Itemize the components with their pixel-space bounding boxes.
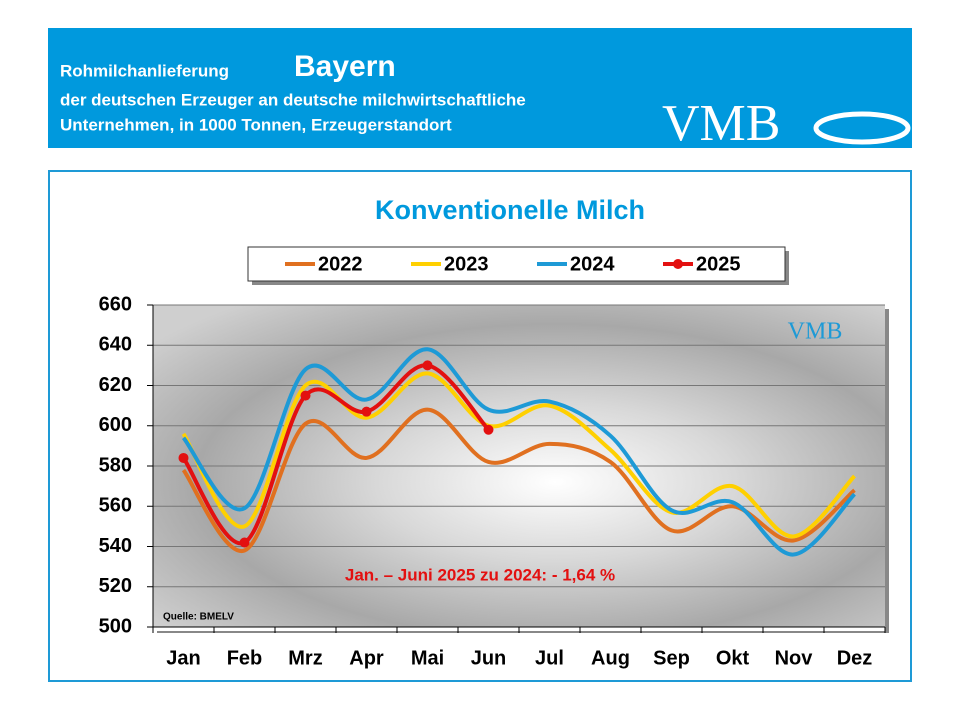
x-tick-label: Jan [166, 647, 200, 669]
watermark: VMB [788, 319, 843, 345]
annotation: Jan. – Juni 2025 zu 2024: - 1,64 % [345, 565, 615, 584]
series-marker [300, 390, 311, 401]
series-marker [483, 424, 494, 435]
y-tick-label: 620 [99, 374, 132, 396]
header-region: Bayern [294, 50, 396, 83]
y-tick-label: 560 [99, 495, 132, 517]
series-marker [361, 406, 372, 417]
x-tick-label: Jul [535, 647, 564, 669]
plot-shadow [885, 309, 889, 631]
header-label: Rohmilchanlieferung [60, 61, 229, 80]
x-tick-label: Mrz [288, 647, 322, 669]
x-tick-label: Mai [411, 647, 444, 669]
header-logo: VMB [662, 95, 780, 152]
series-marker [239, 537, 250, 548]
series-line [181, 371, 856, 539]
legend-label: 2023 [444, 253, 489, 275]
legend [247, 246, 786, 282]
header-line: Unternehmen, in 1000 Tonnen, Erzeugersta… [60, 115, 452, 134]
x-tick-label: Sep [653, 647, 690, 669]
series-line [181, 347, 856, 557]
x-tick-label: Dez [837, 647, 873, 669]
legend-label: 2024 [570, 253, 615, 275]
y-tick-label: 540 [99, 535, 132, 557]
series-marker [178, 452, 189, 463]
legend-label: 2025 [696, 253, 741, 275]
y-tick-label: 500 [99, 615, 132, 637]
y-tick-label: 600 [99, 414, 132, 436]
series-marker [422, 360, 433, 371]
y-tick-label: 520 [99, 575, 132, 597]
plot-shadow [157, 631, 889, 633]
x-tick-label: Jun [471, 647, 507, 669]
legend-label: 2022 [318, 253, 363, 275]
y-tick-label: 580 [99, 454, 132, 476]
x-tick-label: Aug [591, 647, 630, 669]
x-tick-label: Okt [716, 647, 750, 669]
x-tick-label: Apr [349, 647, 384, 669]
logo-swirl [813, 111, 911, 145]
header-line: der deutschen Erzeuger an deutsche milch… [60, 90, 526, 109]
y-tick-label: 660 [99, 293, 132, 315]
x-tick-label: Feb [227, 647, 263, 669]
header-band [48, 28, 912, 148]
chart-title: Konventionelle Milch [375, 195, 645, 225]
legend-marker [673, 259, 683, 269]
y-tick-label: 640 [99, 334, 132, 356]
source: Quelle: BMELV [163, 612, 234, 623]
x-tick-label: Nov [775, 647, 814, 669]
series-line [181, 407, 856, 553]
